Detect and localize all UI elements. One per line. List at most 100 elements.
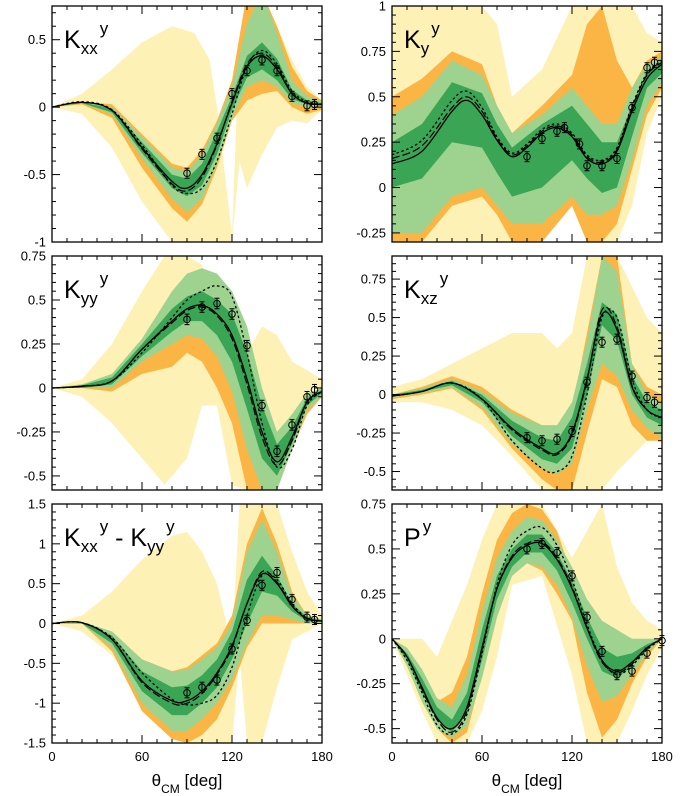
- y-tick-label: -0.25: [16, 424, 46, 439]
- ticks: [51, 503, 323, 744]
- y-tick-label: 0.5: [28, 292, 46, 307]
- plot-area: [52, 256, 322, 490]
- data-marker: [583, 378, 591, 387]
- data-point: [303, 100, 311, 112]
- y-tick-label: 0.75: [361, 272, 386, 287]
- data-marker: [553, 435, 561, 443]
- data-point: [288, 419, 296, 431]
- data-point: [273, 65, 281, 77]
- data-marker: [523, 433, 531, 442]
- x-axis-label: θCM [deg]: [152, 771, 223, 796]
- data-marker: [183, 315, 191, 324]
- data-marker: [643, 63, 651, 72]
- title-main: K: [404, 276, 421, 304]
- data-marker: [303, 101, 311, 110]
- x-tick-label: 60: [475, 749, 489, 764]
- curve-dotted: [52, 572, 322, 706]
- data-point: [183, 313, 191, 326]
- title-superscript: y: [100, 517, 109, 536]
- panel-2: 1 0.75 0.5 0.25 0 -0.25 Kyy: [356, 0, 663, 243]
- data-point: [553, 433, 561, 445]
- data-point: [288, 594, 296, 606]
- y-tick-label: -0.5: [24, 656, 46, 671]
- data-point: [228, 643, 236, 655]
- data-point: [538, 538, 546, 550]
- data-point: [243, 339, 251, 352]
- title-main-2: K: [130, 524, 147, 552]
- data-point: [198, 681, 206, 693]
- x-axis-label-main: θ: [152, 771, 161, 790]
- data-marker: [198, 683, 206, 692]
- x-axis-label-unit: [deg]: [520, 771, 563, 790]
- data-marker: [258, 401, 266, 410]
- title-main: K: [64, 524, 81, 552]
- data-point: [183, 167, 191, 179]
- data-marker: [243, 616, 251, 625]
- y-tick-label: -0.5: [24, 167, 46, 182]
- curve-dashed: [52, 306, 322, 466]
- x-tick-label: 120: [221, 749, 243, 764]
- y-tick-label: -1: [34, 696, 46, 711]
- x-tick-label: 0: [388, 749, 395, 764]
- data-marker: [303, 392, 311, 401]
- data-point: [628, 665, 636, 677]
- data-point: [643, 62, 651, 74]
- panel-title: Kyy: [404, 19, 440, 58]
- data-marker: [643, 393, 651, 402]
- ticks: [391, 255, 663, 490]
- data-point: [538, 435, 546, 447]
- band-dark-green: [392, 60, 662, 197]
- data-point: [553, 125, 561, 137]
- data-marker: [583, 161, 591, 170]
- curve-dashed: [392, 306, 662, 457]
- panel-3: 0.75 0.5 0.25 0 -0.25 -0.5 Kyyy: [16, 249, 323, 491]
- curve-dashed: [52, 570, 322, 706]
- data-point: [258, 399, 266, 412]
- data-point: [523, 432, 531, 444]
- data-marker: [288, 92, 296, 101]
- data-marker: [213, 134, 221, 142]
- y-tick-label: 0: [39, 100, 46, 115]
- title-subscript: yy: [81, 289, 99, 308]
- data-marker: [288, 421, 296, 429]
- data-marker: [258, 581, 266, 590]
- data-marker: [213, 299, 221, 308]
- data-point: [310, 98, 319, 110]
- data-point: [288, 90, 296, 102]
- title-subscript: y: [421, 39, 430, 58]
- y-tick-label: -1: [34, 235, 46, 250]
- data-marker: [650, 58, 659, 67]
- data-marker: [538, 134, 546, 143]
- x-axis-label: θCM [deg]: [492, 771, 563, 796]
- band-light-green: [52, 268, 322, 490]
- data-marker: [183, 169, 191, 178]
- panel-title: Kxxy: [64, 19, 109, 58]
- data-point: [258, 54, 266, 66]
- data-point: [560, 122, 569, 134]
- data-point: [598, 645, 606, 657]
- data-marker: [538, 539, 546, 548]
- panel-4: 0.75 0.5 0.25 0 -0.25 -0.5 Kxzy: [356, 255, 663, 491]
- data-points: [523, 538, 666, 681]
- y-tick-label: 0.5: [28, 576, 46, 591]
- title-superscript: y: [440, 269, 449, 288]
- y-tick-label: 0: [379, 631, 386, 646]
- title-superscript: y: [100, 19, 109, 38]
- data-marker: [613, 335, 621, 343]
- data-marker: [523, 545, 531, 553]
- plot-area: [392, 256, 662, 490]
- data-marker: [628, 103, 636, 112]
- data-point: [598, 336, 606, 348]
- title-main: P: [404, 524, 421, 552]
- data-marker: [583, 613, 591, 622]
- y-tick-label: 0.25: [21, 336, 46, 351]
- data-point: [628, 370, 636, 382]
- data-marker: [310, 385, 319, 394]
- curve-dashed: [52, 52, 322, 192]
- data-point: [598, 160, 606, 172]
- title-superscript: y: [431, 19, 440, 38]
